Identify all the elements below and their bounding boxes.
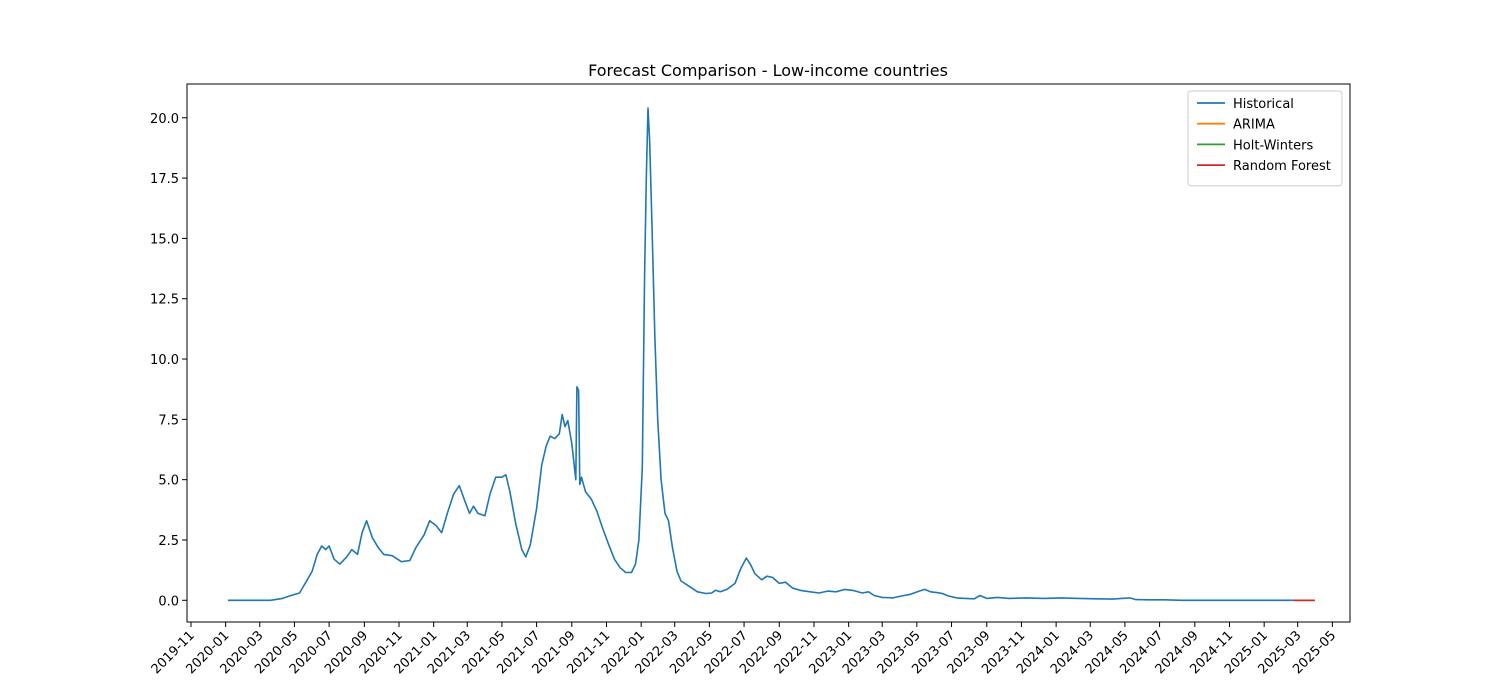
y-tick-label: 20.0 [150, 112, 179, 127]
legend-label: ARIMA [1233, 118, 1275, 133]
y-tick-label: 5.0 [158, 474, 179, 489]
y-tick-label: 15.0 [150, 232, 179, 247]
series-line-historical [227, 107, 1294, 602]
series-layer [227, 107, 1315, 602]
y-tick-label: 12.5 [150, 293, 179, 308]
legend: Historical ARIMA Holt-Winters Random Forest [1187, 90, 1343, 187]
y-tick-label: 17.5 [150, 172, 179, 187]
y-tick-label: 0.0 [158, 594, 179, 609]
y-axis: 0.0 2.5 5.0 7.5 10.0 12.5 15.0 17.5 20.0 [150, 112, 187, 609]
y-tick-label: 7.5 [158, 413, 179, 428]
x-axis: 2019-112020-012020-032020-052020-072020-… [149, 622, 1339, 677]
y-tick-label: 10.0 [150, 353, 179, 368]
plot-frame [186, 83, 1351, 623]
y-tick-label: 2.5 [158, 534, 179, 549]
legend-label: Historical [1233, 97, 1294, 112]
legend-label: Holt-Winters [1233, 138, 1313, 153]
chart-title: Forecast Comparison - Low-income countri… [588, 61, 948, 80]
legend-label: Random Forest [1233, 159, 1331, 174]
legend-box [1187, 90, 1343, 187]
